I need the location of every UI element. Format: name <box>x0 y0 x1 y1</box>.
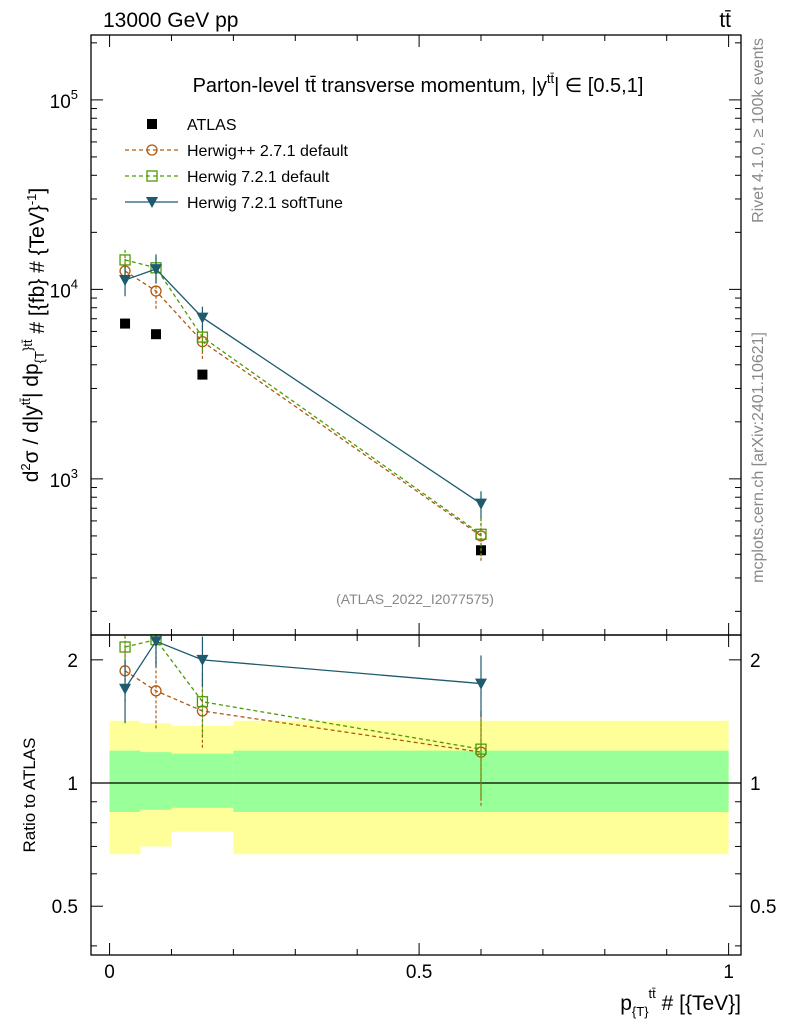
legend-marker <box>147 119 157 129</box>
legend-label: ATLAS <box>187 117 237 134</box>
legend-marker <box>146 197 158 208</box>
y-tick-label: 104 <box>50 276 78 302</box>
ratio-series-point <box>119 683 132 695</box>
y-tick-label: 105 <box>50 87 78 113</box>
legend-label: Herwig 7.2.1 default <box>187 169 330 186</box>
x-axis-title: p{T}tt̄ # [{TeV}] <box>620 986 741 1019</box>
x-tick-label: 0.5 <box>406 962 432 983</box>
stat-uncertainty-band <box>140 752 172 810</box>
ratio-tick-label: 2 <box>67 651 78 672</box>
series-line <box>124 270 482 537</box>
series-line <box>124 268 482 505</box>
ratio-axis-title: Ratio to ATLAS <box>20 738 39 853</box>
legend-marker <box>146 170 158 182</box>
mcplots-label: mcplots.cern.ch [arXiv:2401.10621] <box>750 332 767 583</box>
series-point <box>119 254 131 266</box>
ratio-series-point <box>475 678 487 690</box>
ratio-frame <box>90 634 742 956</box>
ratio-series-point <box>119 641 131 653</box>
rivet-label: Rivet 4.1.0, ≥ 100k events <box>750 38 767 223</box>
y-axis-title: d2σ / d|ytt̄| dp{T}tt̄ # [{fb} # {TeV}-1… <box>18 188 49 483</box>
ratio-tick-label: 0.5 <box>750 897 776 918</box>
series-line <box>124 259 482 535</box>
ratio-series-point <box>475 743 487 755</box>
legend: ATLAS Herwig++ 2.7.1 default Herwig 7.2.1 … <box>125 117 349 212</box>
atlas-data-point <box>197 369 208 380</box>
x-tick-label: 1 <box>723 962 734 983</box>
series-point <box>150 285 162 297</box>
ratio-series-line <box>124 640 482 690</box>
stat-uncertainty-band <box>171 753 234 808</box>
atlas-data-point <box>151 329 161 340</box>
watermark: (ATLAS_2022_I2077575) <box>336 591 494 607</box>
x-tick-label: 0 <box>104 962 115 983</box>
series-point <box>150 264 162 276</box>
ratio-panel <box>90 634 742 956</box>
ratio-series-point <box>196 696 209 708</box>
series-point <box>119 275 132 287</box>
main-panel: (ATLAS_2022_I2077575) Parton-level tt̄ t… <box>90 34 742 636</box>
ratio-tick-label: 2 <box>750 651 761 672</box>
series-point <box>196 312 209 324</box>
chart-title: Parton-level tt̄ transverse momentum, |y… <box>193 71 644 97</box>
legend-label: Herwig++ 2.7.1 default <box>187 143 349 160</box>
ratio-tick-label: 1 <box>67 774 78 795</box>
ratio-series-line <box>124 638 482 750</box>
ratio-series-point <box>150 636 162 648</box>
legend-marker <box>146 144 158 156</box>
series-point <box>196 331 209 343</box>
energy-label: 13000 GeV pp <box>103 9 238 32</box>
ratio-series-point <box>150 685 162 697</box>
series-point <box>475 498 487 510</box>
y-tick-label: 103 <box>50 466 78 492</box>
series-point <box>475 528 487 540</box>
process-label: tt̄ <box>719 9 731 32</box>
ratio-tick-label: 0.5 <box>52 897 78 918</box>
legend-label: Herwig 7.2.1 softTune <box>187 195 343 212</box>
atlas-data-point <box>120 318 131 329</box>
ratio-series-point <box>196 654 209 666</box>
ratio-tick-label: 1 <box>750 774 761 795</box>
stat-uncertainty-band <box>109 750 141 812</box>
